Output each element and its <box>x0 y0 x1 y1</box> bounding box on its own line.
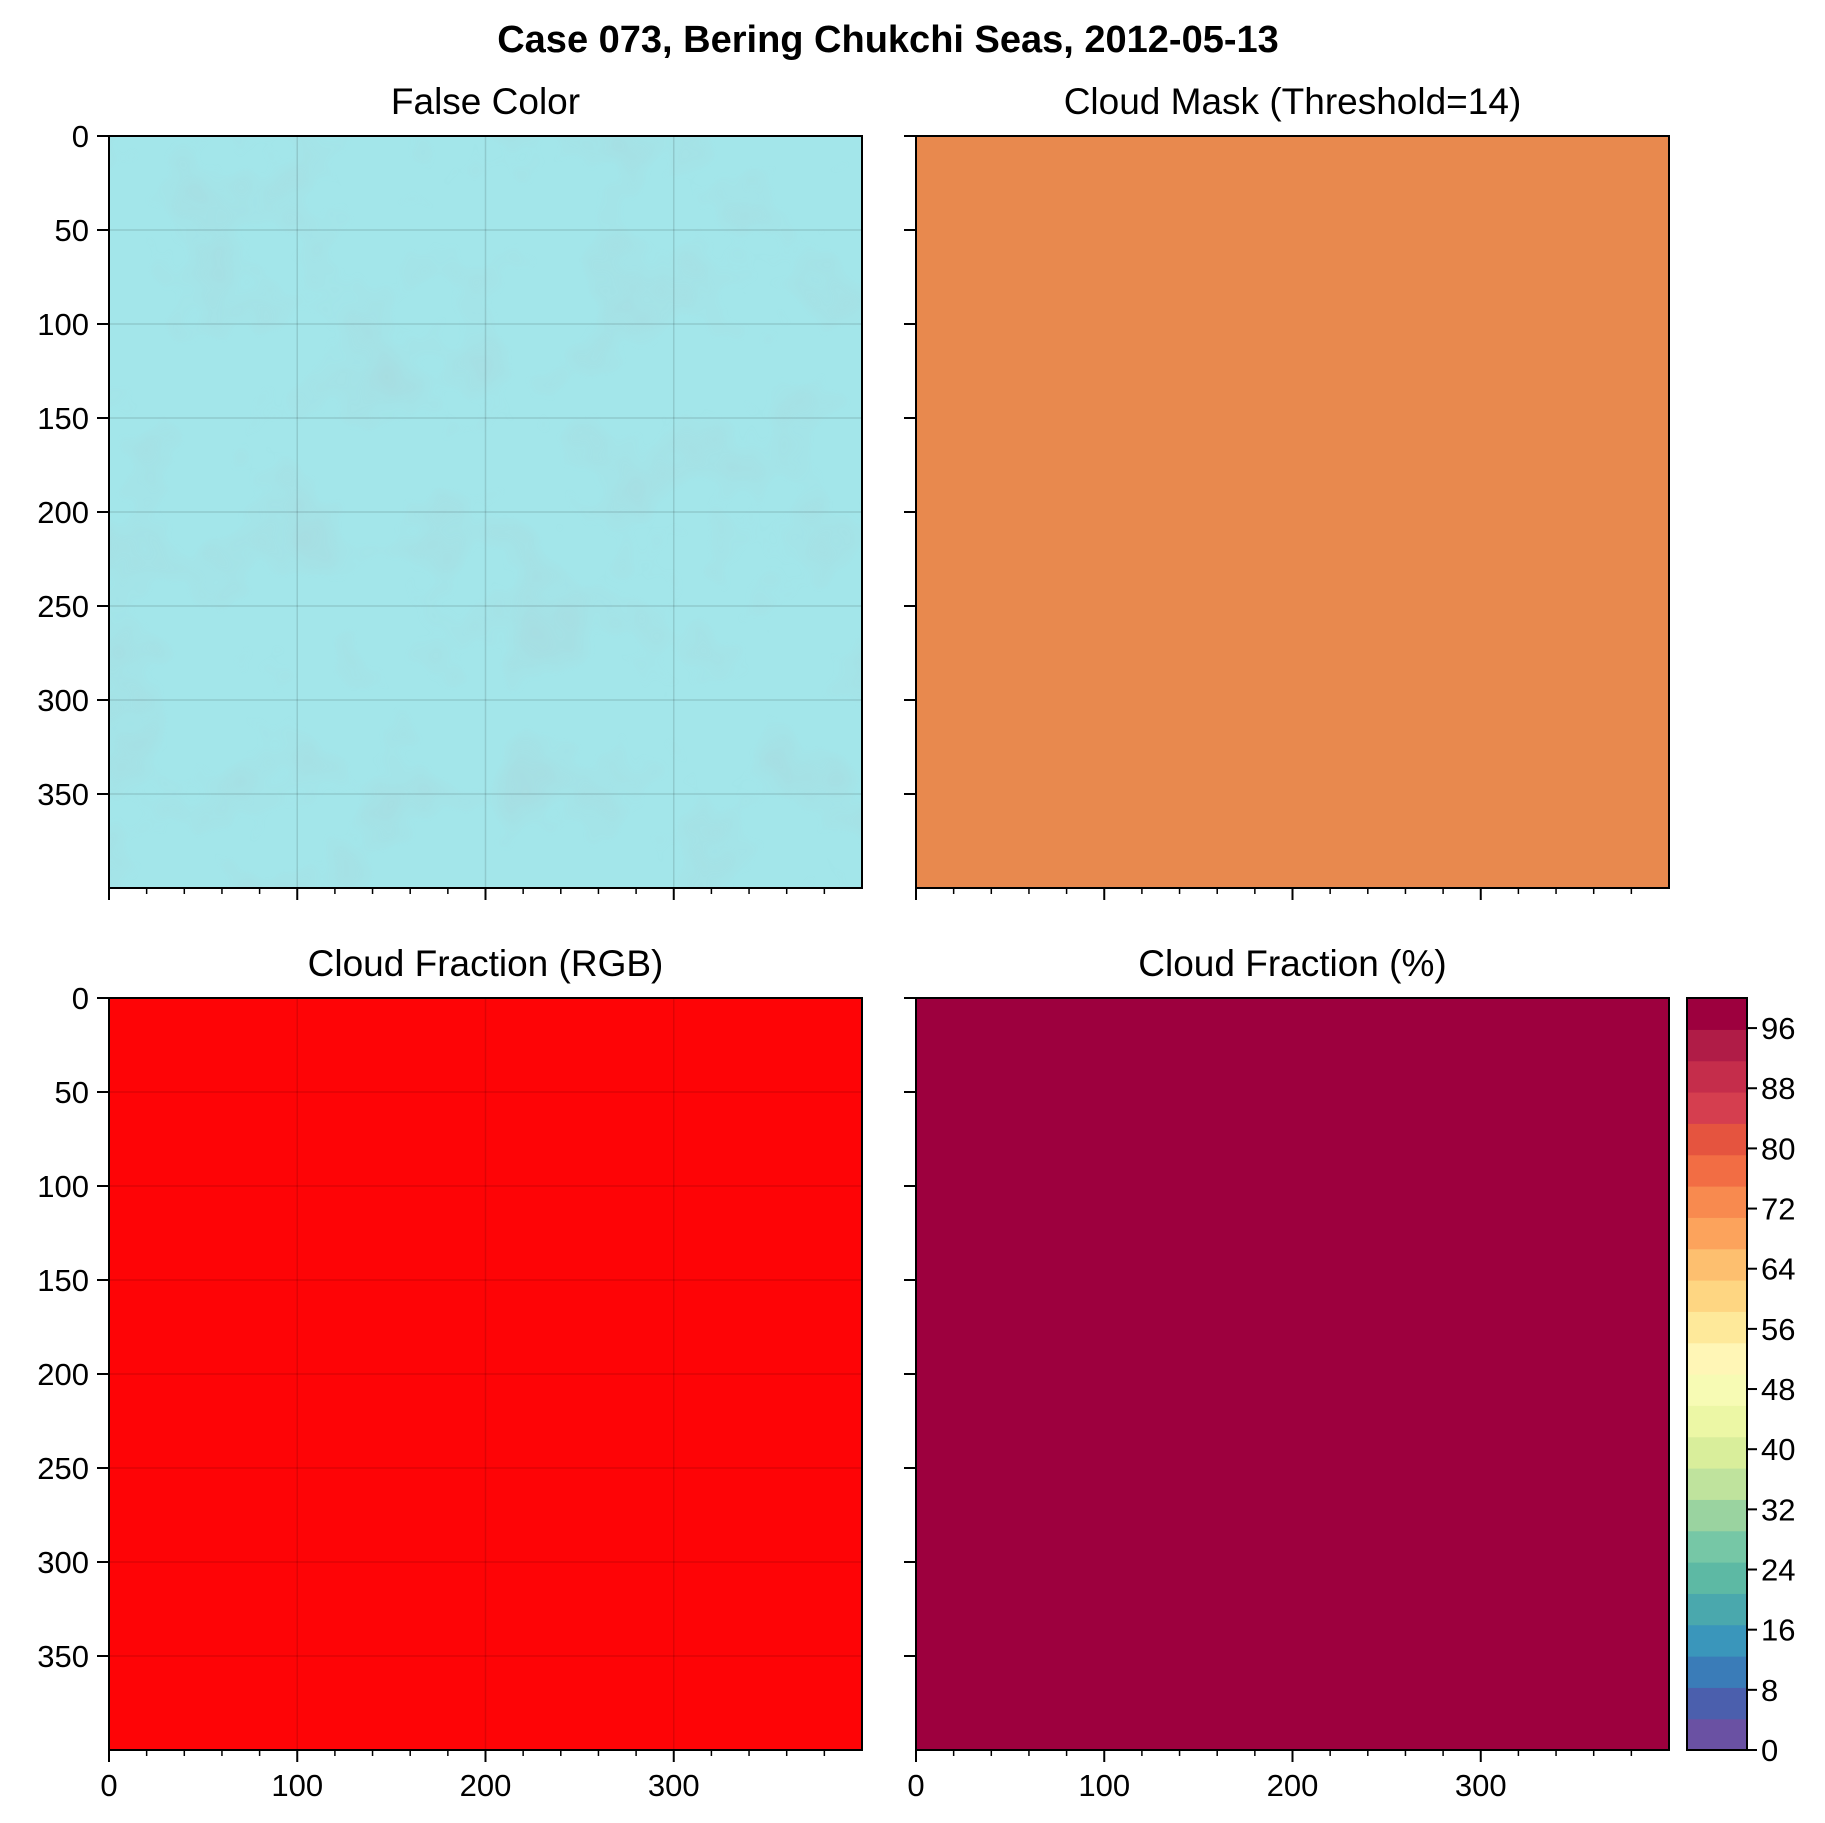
colorbar-level <box>1687 1624 1747 1657</box>
x-tick-label: 200 <box>460 1768 512 1803</box>
x-tick-label: 300 <box>648 1768 700 1803</box>
x-tick-label: 0 <box>907 1768 924 1803</box>
figure-title: Case 073, Bering Chukchi Seas, 2012-05-1… <box>497 19 1279 61</box>
y-tick-label: 200 <box>37 495 89 530</box>
panel-3: 0 100 200 300 0 50 100 150 200 250 300 350 Cloud Fra… <box>37 943 863 1803</box>
y-tick-label: 50 <box>55 213 89 248</box>
colorbar-level <box>1687 1687 1747 1720</box>
colorbar-level <box>1687 998 1747 1030</box>
panel-title: Cloud Fraction (RGB) <box>308 943 664 984</box>
colorbar-tick-label: 0 <box>1761 1733 1778 1768</box>
panel-4: 0 100 200 300 Cloud Fraction (%) 0 8 16 24 32 40 48… <box>904 943 1795 1803</box>
colorbar-level <box>1687 1656 1747 1688</box>
colorbar-level <box>1687 1186 1747 1218</box>
y-tick-label: 350 <box>37 1639 89 1674</box>
colorbar-tick-label: 40 <box>1761 1432 1795 1467</box>
y-tick-label: 50 <box>55 1075 89 1110</box>
colorbar-level <box>1687 1280 1747 1312</box>
colorbar-level <box>1687 1092 1747 1124</box>
y-tick-label: 250 <box>37 589 89 624</box>
panel-image <box>916 136 1669 888</box>
colorbar-level <box>1687 1468 1747 1500</box>
panel-image <box>109 998 862 1750</box>
y-tick-label: 200 <box>37 1357 89 1392</box>
panel-image <box>916 998 1669 1750</box>
colorbar-tick-label: 80 <box>1761 1131 1795 1166</box>
y-tick-label: 300 <box>37 1545 89 1580</box>
y-tick-label: 150 <box>37 1263 89 1298</box>
colorbar-tick-label: 56 <box>1761 1312 1795 1347</box>
colorbar-level <box>1687 1718 1747 1751</box>
colorbar-level <box>1687 1405 1747 1438</box>
colorbar-level <box>1687 1060 1747 1093</box>
colorbar-level <box>1687 1436 1747 1469</box>
y-tick-label: 0 <box>72 981 89 1016</box>
y-tick-label: 150 <box>37 401 89 436</box>
colorbar-level <box>1687 1248 1747 1281</box>
y-tick-label: 100 <box>37 307 89 342</box>
colorbar-level <box>1687 1342 1747 1375</box>
colorbar-tick-label: 96 <box>1761 1011 1795 1046</box>
colorbar: 0 8 16 24 32 40 48 56 64 72 80 88 96 <box>1686 997 1795 1768</box>
y-tick-label: 250 <box>37 1451 89 1486</box>
colorbar-level <box>1687 1593 1747 1626</box>
colorbar-level <box>1687 1217 1747 1250</box>
y-tick-label: 300 <box>37 683 89 718</box>
colorbar-level <box>1687 1311 1747 1344</box>
colorbar-frame <box>1686 997 1748 1751</box>
panel-2: Cloud Mask (Threshold=14) <box>904 81 1670 900</box>
colorbar-level <box>1687 1123 1747 1156</box>
colorbar-tick-label: 88 <box>1761 1071 1795 1106</box>
colorbar-tick-label: 64 <box>1761 1252 1795 1287</box>
x-tick-label: 300 <box>1455 1768 1507 1803</box>
colorbar-tick-label: 24 <box>1761 1553 1795 1588</box>
x-tick-label: 200 <box>1267 1768 1319 1803</box>
x-tick-label: 0 <box>100 1768 117 1803</box>
colorbar-tick-label: 32 <box>1761 1492 1795 1527</box>
false-color-texture <box>109 136 862 888</box>
x-tick-label: 100 <box>1078 1768 1130 1803</box>
panel-title: Cloud Mask (Threshold=14) <box>1064 81 1522 122</box>
panel-1: 0 50 100 150 200 250 300 350 False Color <box>37 81 863 900</box>
colorbar-level <box>1687 1029 1747 1062</box>
colorbar-tick-label: 48 <box>1761 1372 1795 1407</box>
y-tick-label: 100 <box>37 1169 89 1204</box>
panels: 0 50 100 150 200 250 300 350 False Color Cloud Ma… <box>37 81 1795 1803</box>
panel-title: False Color <box>391 81 580 122</box>
colorbar-tick-label: 8 <box>1761 1673 1778 1708</box>
colorbar-level <box>1687 1499 1747 1532</box>
colorbar-tick-label: 72 <box>1761 1192 1795 1227</box>
panel-title: Cloud Fraction (%) <box>1138 943 1446 984</box>
x-tick-label: 100 <box>271 1768 323 1803</box>
colorbar-level <box>1687 1562 1747 1594</box>
y-tick-label: 0 <box>72 119 89 154</box>
colorbar-level <box>1687 1530 1747 1563</box>
colorbar-tick-label: 16 <box>1761 1613 1795 1648</box>
y-tick-label: 350 <box>37 777 89 812</box>
colorbar-level <box>1687 1374 1747 1406</box>
colorbar-level <box>1687 1154 1747 1187</box>
